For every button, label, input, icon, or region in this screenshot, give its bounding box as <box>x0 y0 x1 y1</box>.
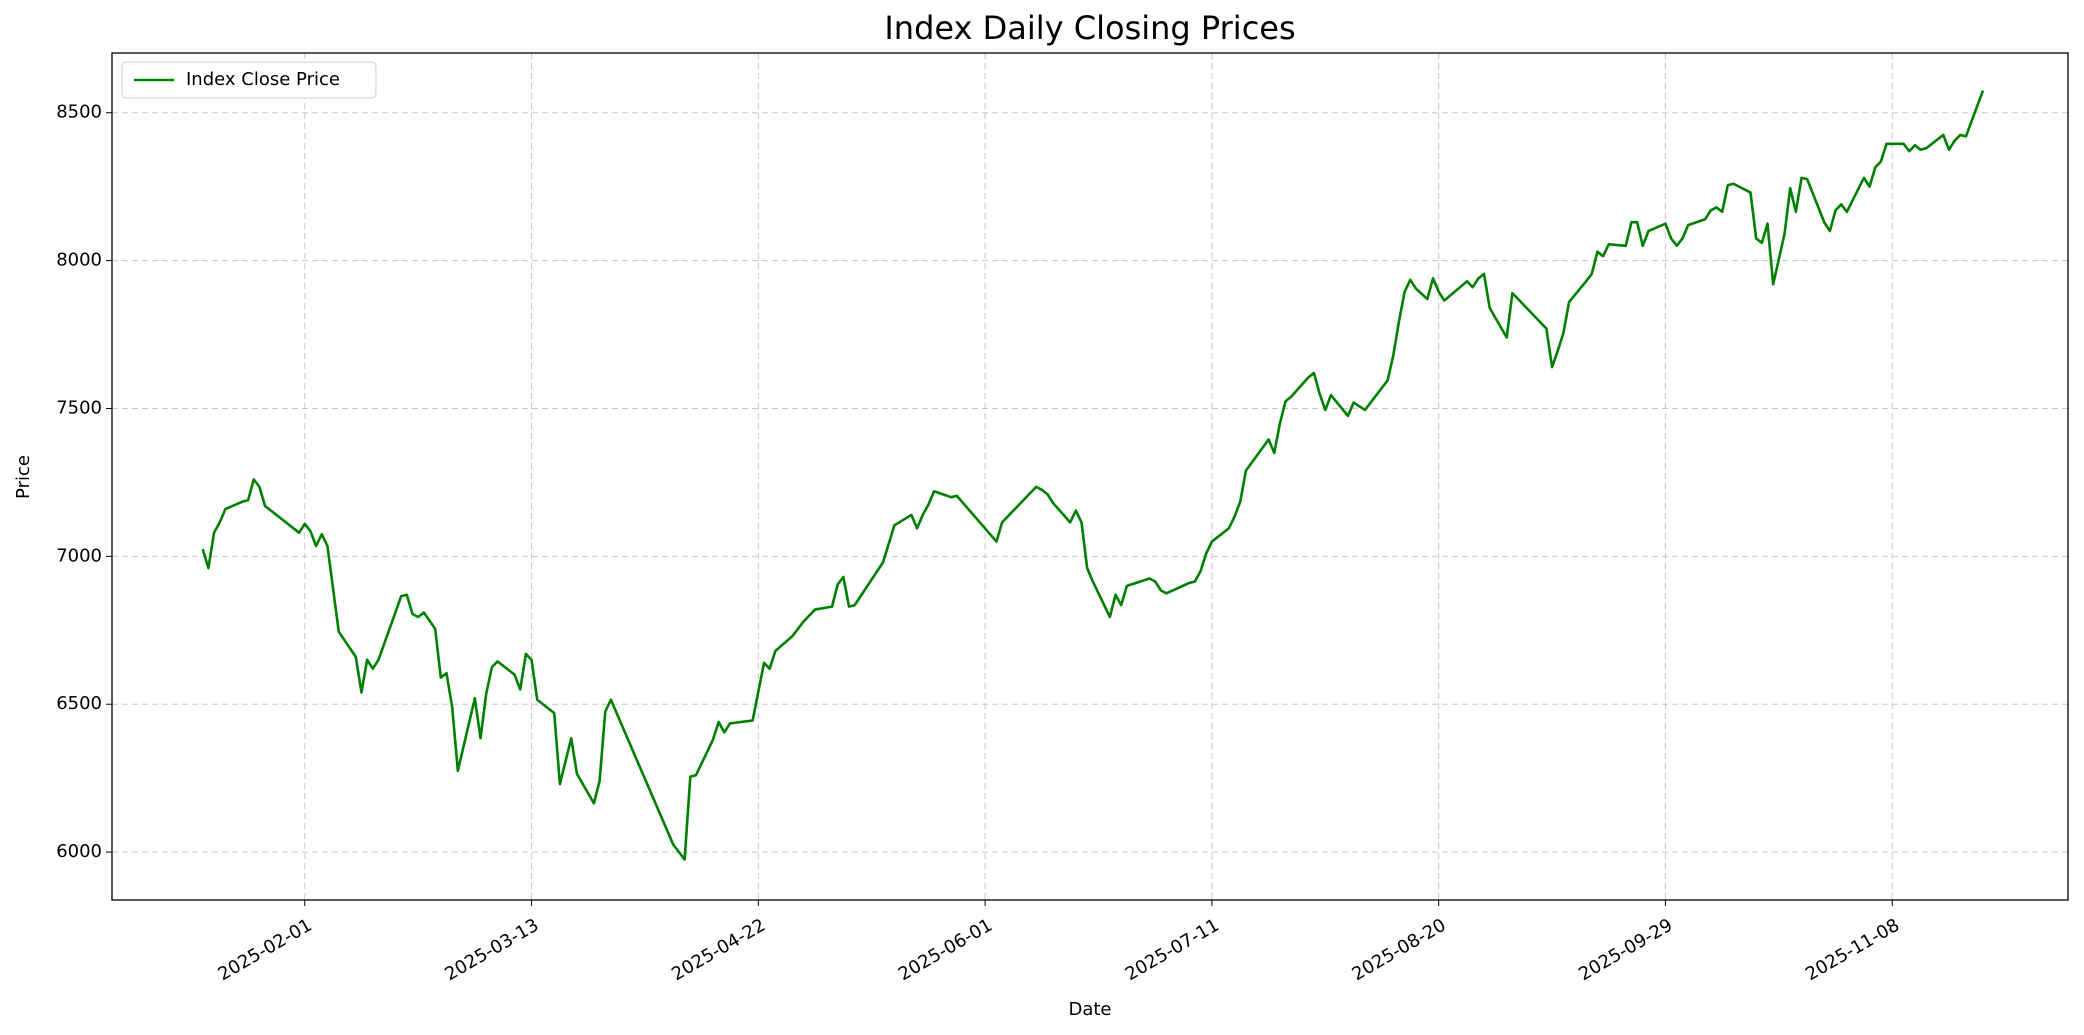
x-tick-label: 2025-03-13 <box>441 915 542 985</box>
y-tick-label: 6500 <box>56 693 102 714</box>
chart-title: Index Daily Closing Prices <box>884 9 1295 47</box>
y-tick-label: 6000 <box>56 841 102 862</box>
y-tick-label: 7500 <box>56 397 102 418</box>
y-axis-label: Price <box>13 455 34 499</box>
plot-frame <box>111 52 2069 901</box>
x-tick-label: 2025-04-22 <box>668 915 769 985</box>
y-tick-label: 8000 <box>56 250 102 271</box>
x-tick-label: 2025-09-29 <box>1575 915 1676 985</box>
x-tick-label: 2025-02-01 <box>215 915 316 985</box>
x-tick-label: 2025-06-01 <box>895 915 996 985</box>
x-tick-label: 2025-11-08 <box>1802 915 1903 985</box>
legend-label: Index Close Price <box>186 69 340 90</box>
x-tick-label: 2025-08-20 <box>1348 915 1449 985</box>
x-tick-label: 2025-07-11 <box>1122 915 1223 985</box>
y-tick-label: 8500 <box>56 102 102 123</box>
legend-box <box>121 61 377 99</box>
data-line <box>201 90 1985 861</box>
y-tick-label: 7000 <box>56 545 102 566</box>
x-axis-label: Date <box>1068 999 1111 1020</box>
